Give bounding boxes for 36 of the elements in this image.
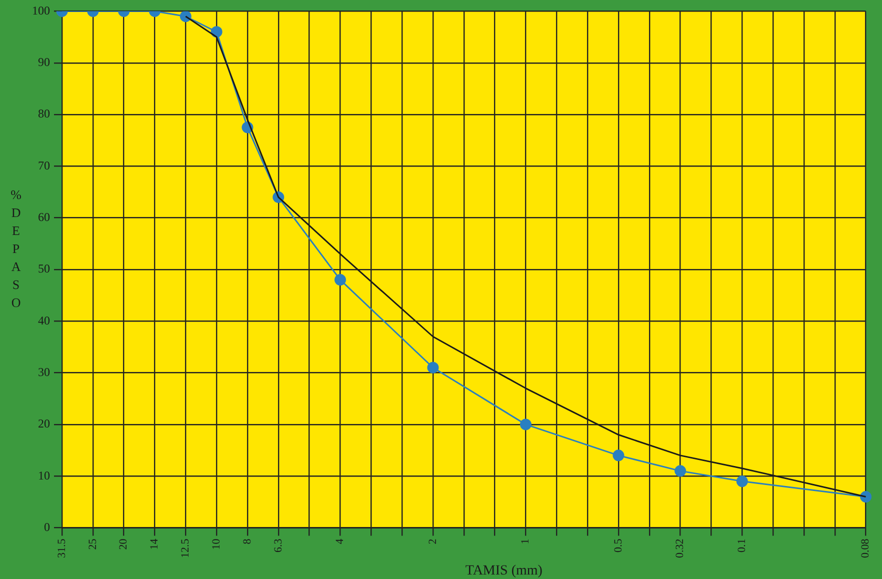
point bbox=[674, 465, 686, 477]
point bbox=[612, 450, 624, 462]
x-tick-label: 20 bbox=[118, 538, 130, 550]
x-tick-label: 10 bbox=[210, 538, 222, 550]
y-tick-label: 50 bbox=[38, 262, 50, 276]
point bbox=[736, 476, 748, 488]
x-tick-label: 2 bbox=[426, 538, 439, 544]
x-tick-label: 6.3 bbox=[272, 538, 284, 552]
x-tick-label: 12.5 bbox=[180, 538, 192, 558]
y-tick-label: 80 bbox=[38, 106, 50, 121]
x-tick-label: 0.1 bbox=[736, 538, 748, 552]
y-tick-label: 0 bbox=[44, 520, 50, 534]
y-tick-label: 100 bbox=[32, 3, 50, 18]
point bbox=[334, 274, 346, 286]
x-tick-label: 1 bbox=[520, 538, 532, 544]
x-tick-label: 4 bbox=[334, 538, 346, 544]
x-tick-label: 0.32 bbox=[674, 538, 686, 558]
point bbox=[180, 11, 192, 22]
y-tick-label: 20 bbox=[38, 416, 50, 431]
point bbox=[427, 362, 439, 374]
y-tick-label: 10 bbox=[38, 468, 50, 482]
y-tick-label: 40 bbox=[38, 313, 50, 328]
x-tick-label: 8 bbox=[241, 538, 254, 544]
point bbox=[860, 491, 872, 503]
point bbox=[520, 418, 532, 430]
x-tick-label: 0.08 bbox=[860, 538, 872, 558]
x-tick-label: 14 bbox=[148, 538, 161, 550]
x-tick-label: 25 bbox=[86, 538, 99, 550]
x-axis-title: TAMIS (mm) bbox=[465, 564, 543, 579]
x-tick-label: 31.5 bbox=[56, 538, 68, 558]
y-tick-label: 90 bbox=[38, 55, 50, 70]
y-axis-title: % DE PASO bbox=[10, 186, 22, 310]
x-tick-label: 0.5 bbox=[612, 538, 624, 552]
y-tick-label: 60 bbox=[38, 210, 50, 224]
y-tick-label: 70 bbox=[38, 158, 50, 172]
y-tick-label: 30 bbox=[38, 364, 50, 379]
